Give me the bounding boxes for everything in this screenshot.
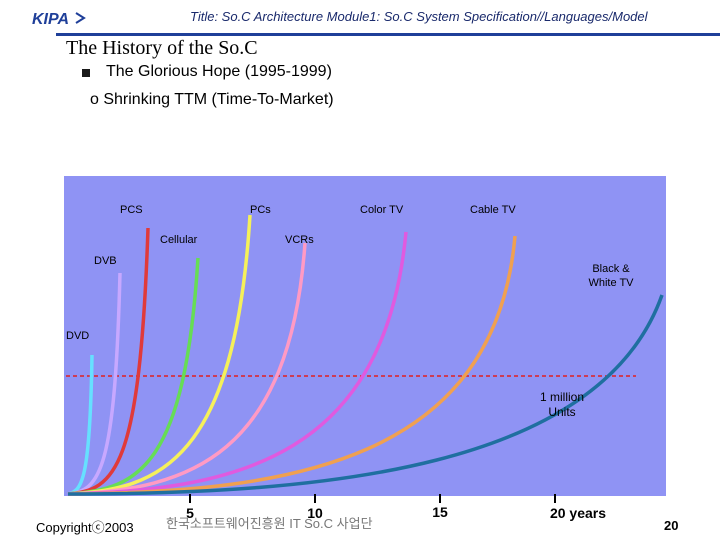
square-bullet-icon — [82, 69, 90, 77]
slide-title: The History of the So.C — [66, 37, 258, 59]
footer-organization: 한국소프트웨어진흥원 IT So.C 사업단 — [166, 516, 373, 531]
threshold-label-line1: 1 million — [540, 390, 584, 404]
page-number: 20 — [664, 518, 679, 533]
x-tick-label-10: 10 — [307, 505, 323, 521]
label-bw-tv-line1: Black & — [592, 263, 630, 275]
label-pcs: PCS — [120, 204, 143, 216]
label-dvd: DVD — [66, 330, 89, 342]
header-title: Title: So.C Architecture Module1: So.C S… — [190, 9, 648, 24]
bullet-text-1: The Glorious Hope (1995-1999) — [106, 63, 332, 80]
x-tick-label-15: 15 — [432, 504, 448, 520]
bullet-text-2: o Shrinking TTM (Time-To-Market) — [90, 91, 334, 108]
label-vcrs: VCRs — [285, 234, 314, 246]
curve-bw-tv — [67, 294, 664, 496]
label-bw-tv-line2: White TV — [588, 277, 634, 289]
header-divider — [56, 33, 720, 36]
label-cellular: Cellular — [160, 234, 198, 246]
label-cable-tv: Cable TV — [470, 204, 516, 216]
threshold-label-line2: Units — [548, 405, 575, 419]
kipa-logo: KIPA — [32, 11, 86, 28]
logo-text: KIPA — [32, 11, 69, 28]
x-tick-label-5: 5 — [186, 505, 194, 521]
footer-copyright: Copyrightⓒ2003 — [36, 520, 134, 535]
curve-color-tv — [67, 231, 408, 496]
label-dvb: DVB — [94, 255, 117, 267]
label-color-tv: Color TV — [360, 204, 404, 216]
chart-plot-area — [64, 176, 666, 496]
label-pcs-computers: PCs — [250, 204, 271, 216]
x-axis — [189, 494, 556, 503]
x-tick-label-20: 20 years — [550, 505, 606, 521]
series-curves — [67, 214, 664, 496]
